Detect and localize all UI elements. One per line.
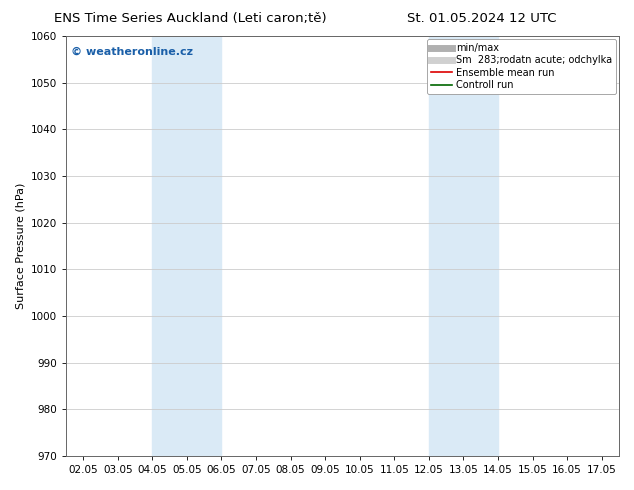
Text: St. 01.05.2024 12 UTC: St. 01.05.2024 12 UTC: [407, 12, 557, 25]
Text: © weatheronline.cz: © weatheronline.cz: [72, 47, 193, 57]
Text: ENS Time Series Auckland (Leti caron;tě): ENS Time Series Auckland (Leti caron;tě): [54, 12, 327, 25]
Bar: [152, 36, 221, 456]
Legend: min/max, Sm  283;rodatn acute; odchylka, Ensemble mean run, Controll run: min/max, Sm 283;rodatn acute; odchylka, …: [427, 39, 616, 94]
Bar: [429, 36, 498, 456]
Y-axis label: Surface Pressure (hPa): Surface Pressure (hPa): [15, 183, 25, 309]
